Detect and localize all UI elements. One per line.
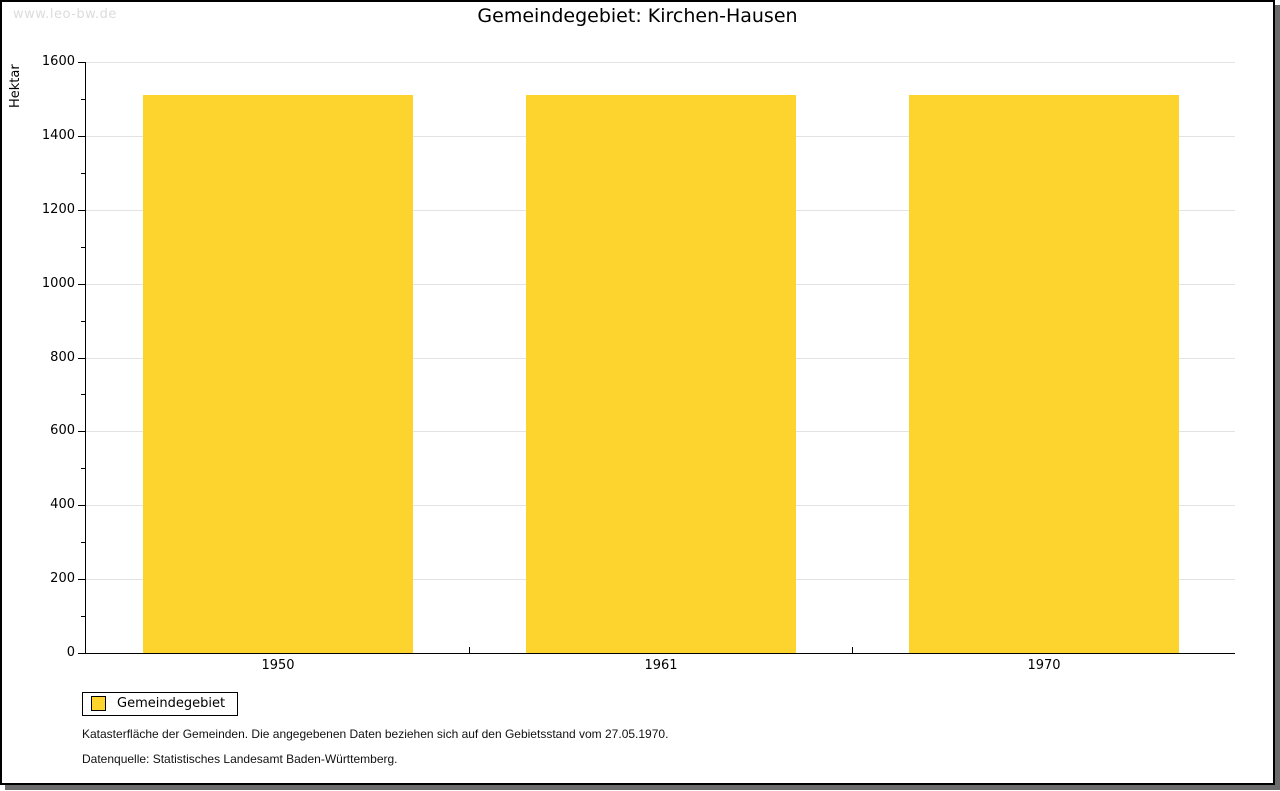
x-category-label: 1961 (644, 658, 678, 673)
y-major-tick (78, 136, 86, 137)
y-minor-tick (81, 468, 86, 469)
y-major-tick (78, 653, 86, 654)
x-category-label: 1970 (1027, 658, 1061, 673)
y-tick-label: 0 (66, 645, 75, 660)
y-tick-label: 400 (50, 497, 75, 512)
footnote-data-source: Datenquelle: Statistisches Landesamt Bad… (82, 752, 398, 766)
legend-label: Gemeindegebiet (117, 696, 226, 711)
y-tick-label: 600 (50, 423, 75, 438)
y-tick-label: 1200 (41, 202, 75, 217)
y-tick-label: 1600 (41, 54, 75, 69)
y-major-tick (78, 579, 86, 580)
y-major-tick (78, 284, 86, 285)
bar (526, 95, 796, 653)
y-major-tick (78, 431, 86, 432)
y-axis-label: Hektar (8, 64, 23, 108)
y-major-tick (78, 358, 86, 359)
watermark: www.leo-bw.de (13, 7, 117, 22)
footnote-source-note: Katasterfläche der Gemeinden. Die angege… (82, 727, 669, 741)
y-minor-tick (81, 247, 86, 248)
plot-area: 0 200 400 600 800 1000 1200 1400 1600 1950 1961 197… (42, 54, 1235, 673)
y-minor-tick (81, 394, 86, 395)
y-tick-label: 1400 (41, 128, 75, 143)
gridline (86, 62, 1235, 63)
y-tick-label: 200 (50, 571, 75, 586)
y-major-tick (78, 62, 86, 63)
x-boundary-tick (469, 647, 470, 653)
legend: Gemeindegebiet (82, 692, 239, 716)
y-minor-tick (81, 321, 86, 322)
legend-swatch (91, 696, 106, 711)
y-minor-tick (81, 99, 86, 100)
y-tick-label: 800 (50, 350, 75, 365)
x-category-label: 1950 (261, 658, 295, 673)
y-minor-tick (81, 616, 86, 617)
bar (909, 95, 1179, 653)
y-major-tick (78, 505, 86, 506)
bar (143, 95, 413, 653)
y-major-tick (78, 210, 86, 211)
y-minor-tick (81, 173, 86, 174)
x-boundary-tick (852, 647, 853, 653)
chart-title: Gemeindegebiet: Kirchen-Hausen (477, 5, 798, 27)
y-tick-label: 1000 (41, 276, 75, 291)
y-minor-tick (81, 542, 86, 543)
